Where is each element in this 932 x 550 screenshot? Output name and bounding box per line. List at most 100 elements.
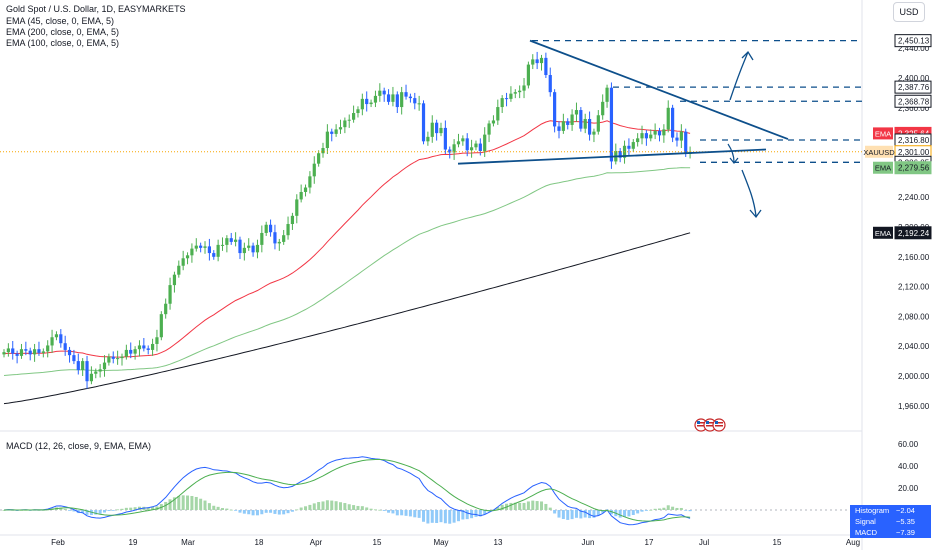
candle: [561, 113, 565, 134]
candle-body: [41, 351, 45, 353]
candle: [308, 171, 312, 194]
candle-body: [684, 131, 688, 154]
price-label-box: [894, 226, 932, 240]
candle: [382, 87, 386, 102]
candle: [37, 341, 41, 356]
candle-body: [378, 90, 382, 96]
histogram-bar: [496, 507, 500, 510]
arrow-down-head: [749, 209, 762, 219]
ema100-legend[interactable]: EMA (100, close, 0, EMA, 5): [6, 38, 120, 48]
arrow-down-curve: [741, 169, 757, 217]
candle: [32, 343, 37, 362]
candle: [483, 127, 487, 157]
histogram-bar: [540, 501, 544, 510]
histogram-bar: [94, 510, 98, 515]
candle-body: [194, 245, 198, 249]
histogram-bar: [640, 510, 644, 512]
histogram-bar: [352, 505, 356, 510]
histogram-bar: [518, 502, 522, 510]
candle-body: [89, 373, 93, 382]
histogram-bar: [194, 496, 198, 510]
x-tick-label: 17: [645, 538, 654, 547]
candle: [343, 117, 347, 134]
candle-body: [299, 191, 303, 200]
candle: [172, 271, 177, 293]
candle: [181, 250, 185, 271]
symbol-title: Gold Spot / U.S. Dollar, 1D, EASYMARKETS: [6, 4, 186, 14]
currency-button[interactable]: USD: [893, 2, 925, 22]
histogram-bar: [636, 510, 640, 514]
macd-label-box: [850, 516, 931, 527]
histogram-bar: [609, 510, 613, 515]
candle-body: [168, 285, 172, 304]
histogram-bar: [666, 505, 670, 510]
candle-body: [159, 314, 163, 338]
histogram-bar: [116, 509, 120, 511]
histogram-bar: [679, 507, 683, 510]
candle: [404, 84, 408, 100]
histogram-bar: [509, 502, 513, 510]
candle-body: [631, 142, 635, 149]
x-tick-label: May: [433, 538, 448, 547]
candle-body: [54, 334, 59, 338]
histogram-bar: [531, 500, 535, 510]
histogram-bar: [317, 502, 321, 510]
candle: [666, 100, 670, 133]
candle-body: [37, 349, 41, 353]
candle-body: [303, 187, 308, 192]
candle-body: [120, 356, 124, 359]
candle-body: [356, 109, 360, 114]
candle: [238, 236, 242, 260]
ema45-legend[interactable]: EMA (45, close, 0, EMA, 5): [6, 16, 115, 26]
candle: [539, 54, 544, 71]
candle-body: [570, 114, 574, 125]
candle: [334, 124, 338, 137]
candle-body: [255, 244, 260, 253]
candle-body: [133, 349, 137, 354]
ema200-legend[interactable]: EMA (200, close, 0, EMA, 5): [6, 27, 120, 37]
candle-body: [50, 337, 54, 346]
candle-body: [386, 94, 391, 102]
ema200-line: [3, 232, 691, 405]
histogram-bar: [644, 510, 648, 511]
candle: [596, 110, 600, 135]
histogram-bar: [124, 507, 128, 510]
candle-body: [640, 133, 644, 139]
histogram-bar: [649, 509, 653, 511]
price-tag-box: [873, 226, 893, 239]
y-tick-label: 2,120.00: [898, 283, 930, 292]
candle: [81, 358, 85, 376]
candle: [137, 340, 142, 357]
candle-body: [102, 362, 107, 370]
candle-body: [671, 107, 675, 138]
candle: [679, 124, 683, 149]
candle: [247, 238, 251, 251]
candle: [378, 83, 382, 102]
y-tick-label: 2,160.00: [898, 253, 930, 262]
price-label-box: [894, 161, 932, 175]
histogram-bar: [295, 509, 299, 511]
candle: [203, 241, 207, 254]
candle-body: [426, 136, 430, 142]
histogram-bar: [671, 506, 675, 510]
triangle-lower-line: [457, 148, 767, 165]
macd-line: [3, 456, 691, 526]
candle: [260, 225, 264, 253]
candle-body: [443, 127, 447, 150]
price-label-text: 2,387.76: [898, 83, 930, 92]
candle-body: [553, 92, 557, 127]
histogram-bar: [286, 510, 290, 514]
candle-body: [456, 141, 461, 145]
candle: [242, 242, 246, 261]
candle: [461, 135, 465, 146]
histogram-bar: [133, 507, 137, 510]
candle: [46, 340, 50, 358]
macd-label-value: −5.35: [896, 517, 915, 526]
histogram-bar: [452, 510, 456, 523]
candle-body: [666, 107, 670, 130]
histogram-bar: [81, 510, 85, 514]
candle-body: [404, 92, 408, 97]
histogram-bar: [85, 510, 89, 515]
macd-legend[interactable]: MACD (12, 26, close, 9, EMA, EMA): [6, 441, 152, 451]
